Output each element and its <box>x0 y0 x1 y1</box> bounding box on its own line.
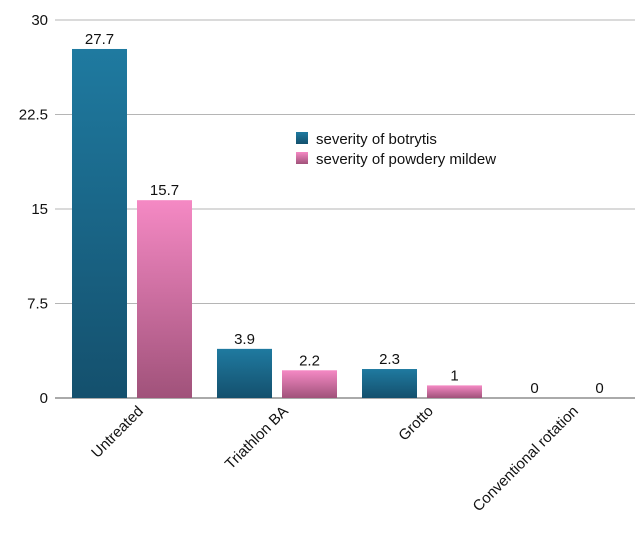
bar-mildew <box>427 385 482 398</box>
y-tick-label: 22.5 <box>19 107 48 124</box>
bar-botrytis <box>217 348 272 398</box>
legend-swatch-mildew <box>296 152 308 164</box>
data-label-mildew: 1 <box>450 367 458 384</box>
data-label-botrytis: 3.9 <box>234 331 255 348</box>
y-tick-label: 30 <box>31 12 48 29</box>
legend-label-botrytis: severity of botrytis <box>316 131 437 148</box>
y-tick-label: 0 <box>40 390 48 407</box>
x-category-label: Triathlon BA <box>222 403 292 473</box>
data-label-mildew: 2.2 <box>299 352 320 369</box>
data-label-botrytis: 0 <box>530 380 538 397</box>
bar-mildew <box>282 370 337 398</box>
x-category-label: Conventional rotation <box>470 403 582 515</box>
x-category-label: Grotto <box>395 403 436 444</box>
x-category-label: Untreated <box>88 403 147 462</box>
y-tick-label: 7.5 <box>27 296 48 313</box>
bar-botrytis <box>362 369 417 398</box>
data-label-botrytis: 2.3 <box>379 351 400 368</box>
bar-botrytis <box>72 48 127 398</box>
legend-label-mildew: severity of powdery mildew <box>316 151 496 168</box>
legend: severity of botrytis severity of powdery … <box>296 131 496 168</box>
y-axis-ticks: 0 7.5 15 22.5 30 <box>19 12 48 407</box>
data-label-mildew: 0 <box>595 380 603 397</box>
x-axis-categories: Untreated Triathlon BA Grotto Conventional … <box>88 403 582 515</box>
value-labels: 27.7 15.7 3.9 2.2 2.3 1 0 0 <box>85 31 604 397</box>
data-label-botrytis: 27.7 <box>85 31 114 48</box>
bars <box>72 48 482 398</box>
y-tick-label: 15 <box>31 201 48 218</box>
legend-swatch-botrytis <box>296 132 308 144</box>
bar-mildew <box>137 200 192 398</box>
data-label-mildew: 15.7 <box>150 182 179 199</box>
